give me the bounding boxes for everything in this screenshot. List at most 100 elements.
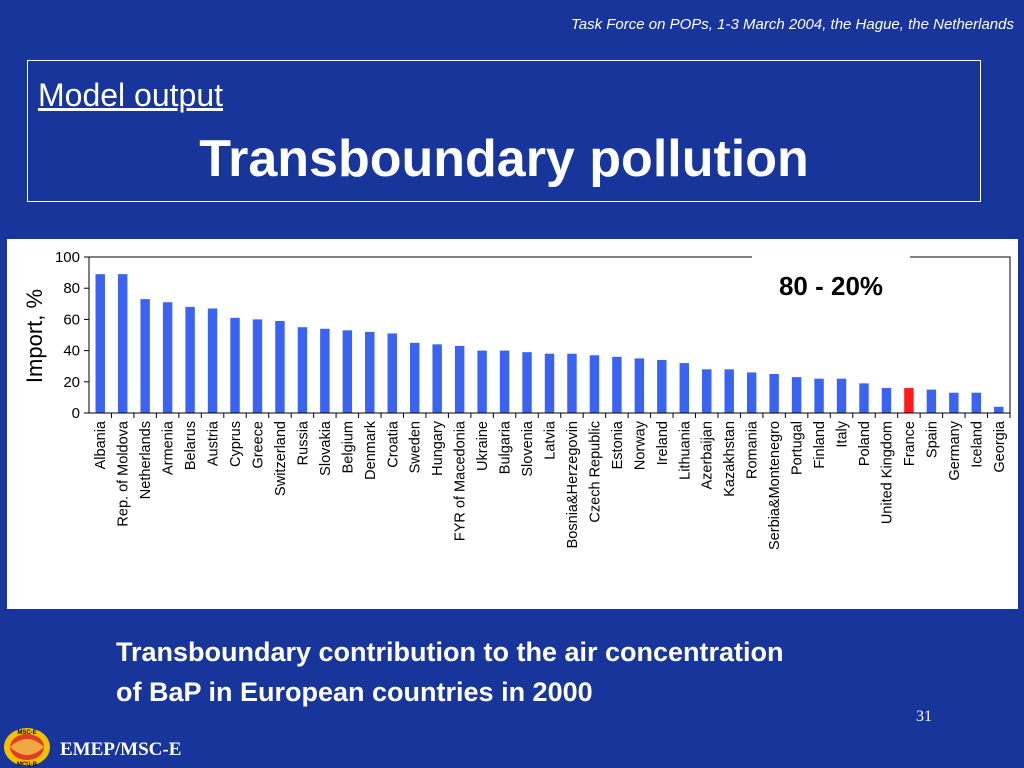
bar: [836, 378, 847, 413]
y-tick-label: 100: [55, 249, 80, 266]
title-box: Model output Transboundary pollution: [27, 60, 981, 202]
header-note: Task Force on POPs, 1-3 March 2004, the …: [570, 16, 1014, 33]
bar: [746, 372, 757, 413]
x-tick-label: Cyprus: [228, 421, 244, 467]
x-tick-label: Sweden: [408, 421, 424, 473]
plot-area-frame: [88, 256, 1011, 414]
x-tick-label: FYR of Macedonia: [453, 420, 469, 541]
bar: [387, 333, 397, 413]
x-tick-label: Croatia: [385, 420, 401, 468]
y-tick-label: 40: [63, 343, 80, 360]
x-tick-label: Romania: [745, 420, 761, 479]
bar: [612, 356, 622, 413]
bar: [791, 377, 802, 413]
bar: [589, 355, 600, 413]
bar: [185, 306, 195, 413]
x-tick-label: France: [902, 421, 918, 466]
bar: [814, 378, 824, 413]
bar: [949, 392, 959, 413]
bar: [454, 345, 465, 413]
x-tick-label: Serbia&Montenegro: [767, 421, 783, 550]
x-tick-label: Iceland: [969, 421, 985, 468]
caption-line-1: Transboundary contribution to the air co…: [116, 637, 784, 667]
x-tick-label: Estonia: [610, 420, 626, 469]
bar: [117, 274, 128, 413]
x-tick-label: Kazakhstan: [722, 421, 738, 497]
page-title: Transboundary pollution: [199, 130, 809, 188]
x-tick-label: Azerbaijan: [700, 421, 716, 490]
logo-text-bottom: МСЦ-В: [17, 762, 38, 768]
bar: [994, 406, 1004, 413]
x-tick-label: Germany: [947, 420, 963, 480]
bar: [432, 344, 442, 413]
bar: [881, 388, 892, 413]
bar: [544, 353, 555, 413]
caption: Transboundary contribution to the air co…: [116, 632, 996, 712]
bar: [657, 359, 667, 413]
x-tick-label: Armenia: [161, 420, 177, 475]
bar: [410, 342, 420, 413]
bar: [162, 302, 173, 413]
x-tick-label: Albania: [93, 420, 109, 469]
x-tick-label: Austria: [206, 420, 222, 466]
y-tick-label: 80: [63, 280, 80, 297]
bar: [207, 308, 218, 413]
x-tick-label: Greece: [250, 421, 266, 469]
y-axis-ticks: 0 20 40 60 80 100: [55, 249, 89, 422]
x-tick-label: Portugal: [790, 421, 806, 475]
bar: [365, 331, 375, 413]
x-tick-label: Bulgaria: [498, 420, 514, 474]
bar: [859, 383, 869, 413]
caption-line-2: of BaP in European countries in 2000: [116, 677, 593, 707]
x-axis-labels: Albania Rep. of Moldova Netherlands Armenia…: [93, 413, 1011, 550]
x-tick-label: Belgium: [340, 421, 356, 473]
x-tick-label: Slovakia: [318, 420, 334, 476]
y-axis-label: Import, %: [22, 289, 47, 383]
section-label: Model output: [38, 77, 224, 113]
bar: [499, 350, 510, 413]
bar: [297, 327, 308, 413]
bar: [140, 299, 150, 413]
x-tick-label: Ireland: [655, 421, 671, 465]
y-tick-label: 0: [72, 405, 80, 422]
x-tick-label: Czech Republic: [587, 421, 603, 523]
bar: [724, 369, 734, 413]
x-tick-label: Hungary: [430, 420, 446, 476]
x-tick-label: Rep. of Moldova: [116, 420, 132, 527]
x-tick-label: Norway: [632, 420, 648, 470]
bar: [320, 328, 330, 413]
x-tick-label: Netherlands: [138, 421, 154, 499]
callout-box: [752, 254, 910, 300]
footer-label: EMEP/MSC-E: [60, 739, 182, 760]
bar-chart: 0 20 40 60 80 100 Albania Rep. of Moldova Nethe…: [22, 249, 1011, 550]
x-tick-label: Bosnia&Herzegovin: [565, 421, 581, 548]
logo-text-top: MSC-E: [17, 730, 36, 736]
bar: [679, 363, 689, 413]
emep-msc-e-logo-icon: MSC-E МСЦ-В: [4, 728, 50, 768]
bar: [230, 317, 240, 413]
page-number: 31: [916, 708, 932, 725]
bar: [971, 392, 982, 413]
bar: [95, 274, 105, 413]
bar: [522, 352, 532, 413]
callout-label: 80 - 20%: [779, 271, 883, 301]
bar: [275, 320, 285, 413]
bar-series: [95, 274, 1004, 413]
bar: [252, 319, 263, 413]
x-tick-label: Belarus: [183, 421, 199, 470]
x-tick-label: United Kingdom: [879, 421, 895, 524]
x-tick-label: Georgia: [992, 420, 1008, 473]
bar: [702, 369, 712, 413]
x-tick-label: Denmark: [363, 420, 379, 480]
x-tick-label: Spain: [924, 421, 940, 458]
y-tick-label: 20: [63, 374, 80, 391]
x-tick-label: Poland: [857, 421, 873, 466]
x-tick-label: Latvia: [543, 420, 559, 460]
x-tick-label: Italy: [835, 420, 851, 447]
bar: [926, 389, 937, 413]
x-tick-label: Finland: [812, 421, 828, 469]
bar: [477, 350, 487, 413]
bar: [567, 353, 577, 413]
x-tick-label: Ukraine: [475, 421, 491, 471]
bar: [904, 388, 914, 413]
